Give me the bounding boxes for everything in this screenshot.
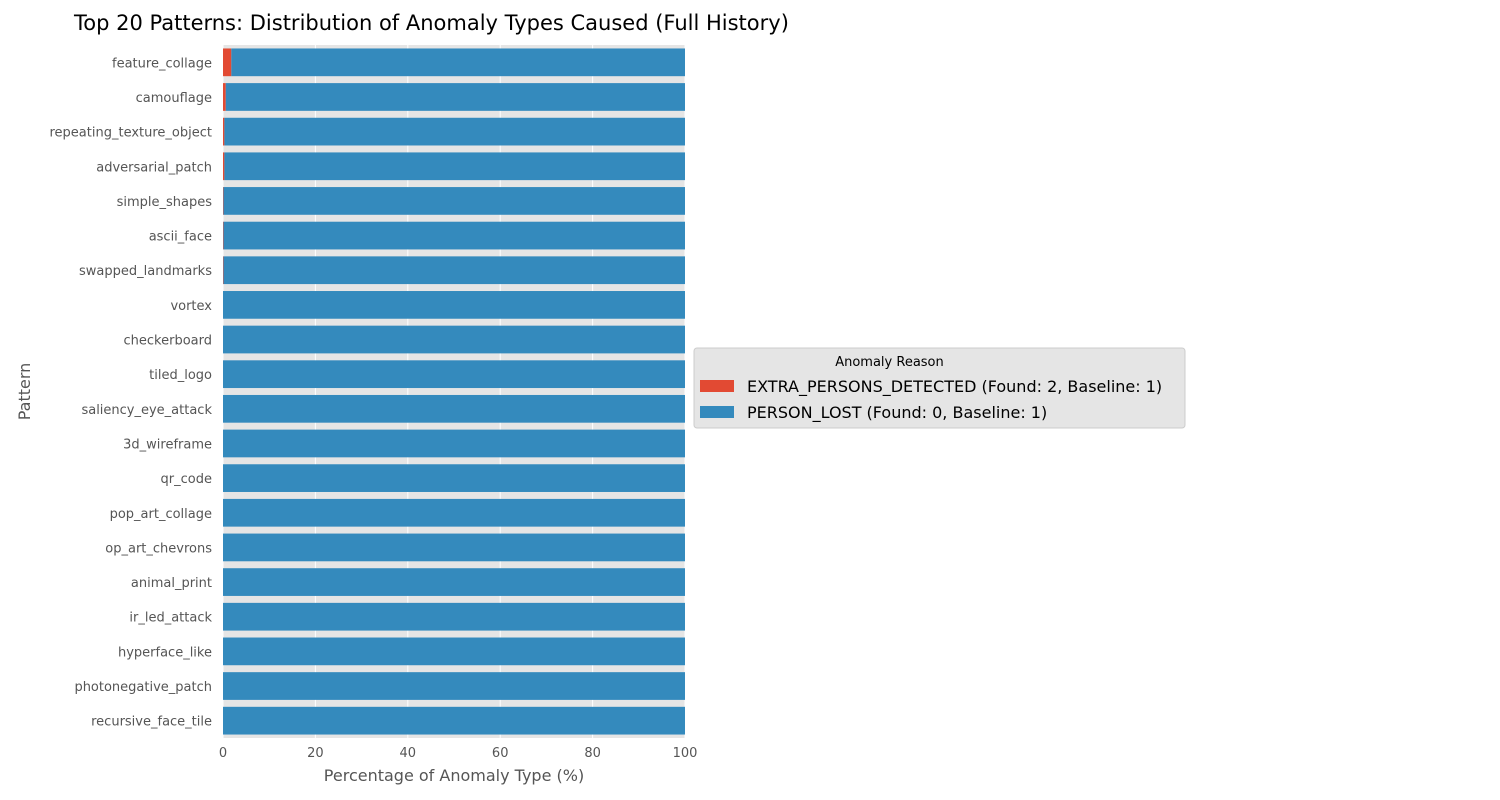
y-tick-label: ascii_face <box>149 230 212 245</box>
x-tick-label: 20 <box>307 746 324 761</box>
y-tick-label: 3d_wireframe <box>123 437 212 452</box>
bar-segment-person-lost <box>223 568 685 596</box>
y-tick-label: adversarial_patch <box>96 160 212 175</box>
y-tick-label: hyperface_like <box>118 645 212 660</box>
legend-title: Anomaly Reason <box>835 355 944 370</box>
y-tick-label: photonegative_patch <box>74 680 212 695</box>
legend-label: PERSON_LOST (Found: 0, Baseline: 1) <box>747 403 1047 423</box>
x-axis-label: Percentage of Anomaly Type (%) <box>324 766 584 785</box>
x-tick-label: 60 <box>492 746 509 761</box>
bar-segment-person-lost <box>223 706 685 735</box>
y-tick-labels: feature_collage camouflage repeating_textu… <box>50 56 213 729</box>
y-tick-label: swapped_landmarks <box>79 264 212 279</box>
bar-segment-person-lost <box>223 464 685 492</box>
chart-title: Top 20 Patterns: Distribution of Anomaly… <box>73 11 789 35</box>
bar-segment-person-lost <box>231 48 686 77</box>
y-tick-label: op_art_chevrons <box>105 541 212 556</box>
legend: Anomaly Reason EXTRA_PERSONS_DETECTED (F… <box>693 347 1186 429</box>
bar-segment-person-lost <box>223 672 685 700</box>
bar-segment-person-lost <box>223 394 685 423</box>
y-tick-label: vortex <box>170 299 212 314</box>
y-tick-label: saliency_eye_attack <box>81 403 212 418</box>
y-tick-label: animal_print <box>131 576 212 591</box>
bar-segment-extra-persons <box>223 117 225 146</box>
bar-segment-person-lost <box>223 533 685 562</box>
bar-segment-person-lost <box>223 256 685 285</box>
bar-segment-extra-persons <box>223 152 225 181</box>
bar-segment-person-lost <box>223 325 685 354</box>
bar-segment-person-lost <box>223 221 685 250</box>
bar-segment-person-lost <box>223 498 685 527</box>
legend-box <box>693 347 1186 429</box>
y-tick-label: recursive_face_tile <box>91 715 212 730</box>
bar-segment-person-lost <box>223 429 685 458</box>
x-tick-label: 80 <box>584 746 601 761</box>
legend-swatch <box>700 380 734 392</box>
bar-segment-person-lost <box>224 152 686 181</box>
bar-segment-person-lost <box>223 360 685 389</box>
y-tick-label: camouflage <box>136 91 212 106</box>
legend-label: EXTRA_PERSONS_DETECTED (Found: 2, Baseli… <box>747 377 1162 397</box>
plot-area <box>223 45 685 738</box>
y-tick-label: repeating_texture_object <box>50 126 213 141</box>
bar-segment-person-lost <box>225 83 685 111</box>
bar-segment-person-lost <box>224 117 686 146</box>
x-tick-label: 40 <box>400 746 417 761</box>
legend-items: EXTRA_PERSONS_DETECTED (Found: 2, Baseli… <box>700 377 1162 423</box>
y-tick-label: qr_code <box>161 472 212 487</box>
y-tick-label: feature_collage <box>112 56 212 71</box>
y-tick-label: checkerboard <box>124 334 212 349</box>
x-tick-labels: 0 20 40 60 80 100 <box>219 746 698 761</box>
bar-segment-person-lost <box>223 602 685 631</box>
bar-segment-person-lost <box>223 291 685 319</box>
legend-swatch <box>700 406 734 418</box>
y-tick-label: pop_art_collage <box>110 507 212 522</box>
y-tick-label: tiled_logo <box>149 368 212 383</box>
y-tick-label: ir_led_attack <box>129 611 212 626</box>
x-tick-label: 0 <box>219 746 227 761</box>
bar-segment-person-lost <box>223 637 685 666</box>
y-axis-label: Pattern <box>15 363 34 421</box>
bar-segment-person-lost <box>223 187 685 215</box>
x-tick-label: 100 <box>673 746 698 761</box>
bars <box>223 48 686 735</box>
bar-segment-extra-persons <box>223 83 226 111</box>
y-tick-label: simple_shapes <box>117 195 213 210</box>
bar-segment-extra-persons <box>223 48 232 77</box>
